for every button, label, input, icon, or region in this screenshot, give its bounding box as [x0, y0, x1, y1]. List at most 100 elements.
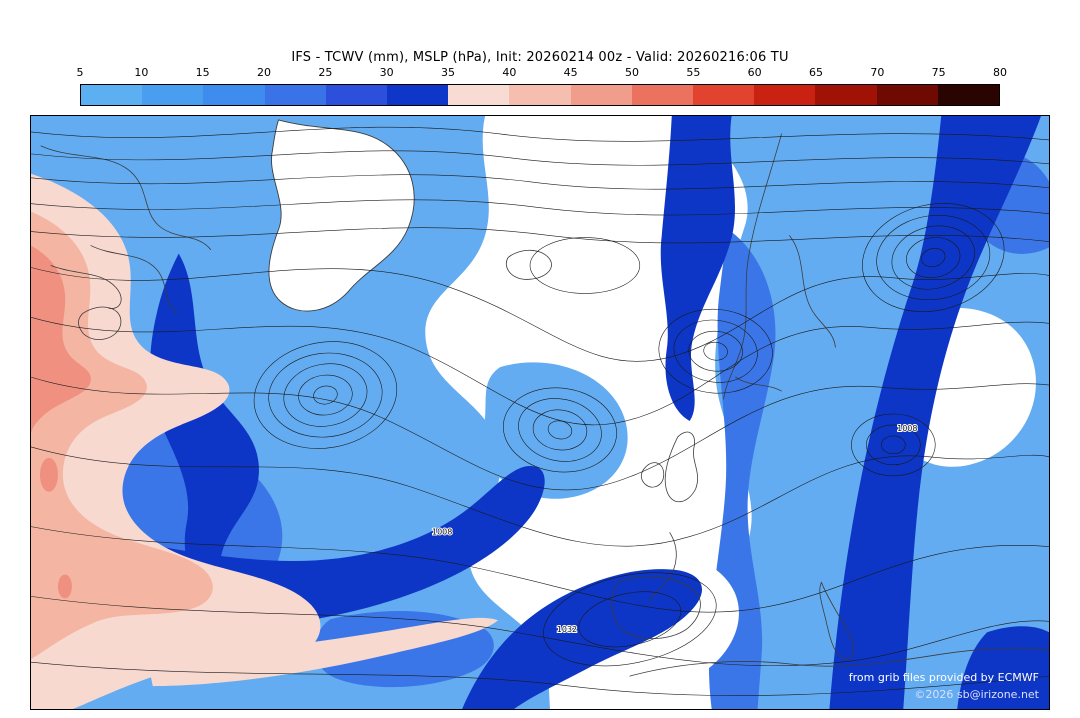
coastline-norway: [723, 133, 782, 400]
low-pressure-rings: [253, 203, 1005, 477]
colorbar-tick: 50: [625, 66, 639, 79]
isobar-ring: [502, 387, 617, 473]
colorbar-tick: 60: [747, 66, 762, 79]
colorbar-tick: 15: [195, 66, 210, 79]
isobar-ring: [703, 341, 728, 361]
colorbar-cell: [693, 85, 755, 105]
weather-map-svg: 1008 1032 1008: [31, 116, 1049, 709]
map-title: IFS - TCWV (mm), MSLP (hPa), Init: 20260…: [291, 50, 789, 65]
colorbar-cell: [509, 85, 571, 105]
isobar-high-ring: [543, 572, 717, 667]
colorbar-tick: 55: [686, 66, 701, 79]
colorbar-cell: [448, 85, 510, 105]
coastline-france: [649, 532, 677, 601]
isobar: [31, 267, 1049, 362]
isobar-labels: 1008 1032 1008: [431, 423, 918, 635]
coastline-newfoundland: [78, 306, 122, 340]
coastlines: [40, 133, 1049, 677]
isobar: [31, 661, 1049, 696]
greenland-landmass: [268, 119, 415, 312]
coastline-arctic-canada: [90, 245, 178, 314]
isobar-ring: [518, 398, 602, 462]
colorbar-tick: 20: [257, 66, 271, 79]
isobar-ring: [906, 237, 961, 278]
colorbar-cell: [815, 85, 877, 105]
isobar-ring: [862, 203, 1005, 312]
colorbar-cell: [81, 85, 143, 105]
colorbar-cell: [264, 85, 326, 105]
isobar-ring: [921, 248, 946, 267]
attribution-source: from grib files provided by ECMWF: [848, 671, 1039, 684]
colorbar-cell: [325, 85, 388, 105]
tcwv-moisture-regions: [31, 116, 1049, 709]
isobar-ring: [851, 413, 936, 477]
colorbar-tick: 45: [563, 66, 578, 79]
isobar: [31, 596, 1049, 667]
colorbar-tick: 35: [441, 66, 455, 79]
isobar: [31, 227, 1049, 244]
coastline-iberia: [611, 576, 701, 640]
colorbar-ticks: 5 10 15 20 25 30 35 40 45 50 55 60 65 70 75 80: [76, 66, 1008, 80]
colorbar-tick: 80: [993, 66, 1007, 79]
isobar: [31, 376, 1049, 491]
isobar: [31, 126, 1049, 142]
isobar-ring: [268, 352, 383, 438]
colorbar-tick: 75: [931, 66, 946, 79]
isobar-ring: [313, 385, 338, 405]
colorbar-tick: 70: [870, 66, 885, 79]
isobar: [31, 526, 1049, 613]
pressure-label: 1008: [432, 528, 452, 537]
isobar-ring: [881, 435, 906, 455]
coastline-britain: [664, 431, 699, 503]
map-area: 1008 1032 1008 from grib files provided by…: [30, 115, 1050, 710]
tcwv-band-greenland-front: [150, 253, 259, 593]
isobar-ring: [532, 409, 588, 451]
tcwv-streak-subtropical: [148, 617, 499, 687]
isobar: [31, 317, 1049, 426]
coastline-ireland: [640, 462, 665, 488]
colorbar-cell: [387, 85, 449, 105]
isobar-ring: [298, 374, 353, 416]
colorbar-cell: [570, 85, 632, 105]
isobar-ring: [658, 308, 773, 394]
tcwv-spot-warm: [39, 457, 58, 492]
mslp-isobars: [31, 126, 1049, 696]
tcwv-region-subtropical-core: [31, 245, 91, 433]
isobar-ring: [673, 319, 758, 383]
isobar-ring: [891, 225, 975, 290]
tcwv-region-subtropical-salmon: [31, 211, 213, 660]
isobar-ring: [253, 341, 398, 449]
coastline-baltic: [789, 235, 836, 348]
isobar: [31, 150, 1049, 166]
colorbar-cell: [754, 85, 816, 105]
attribution-copyright: ©2026 sb@irizone.net: [914, 688, 1039, 701]
isobar-ring: [688, 330, 743, 372]
colorbar-cell: [876, 85, 938, 105]
pressure-label: 1008: [897, 424, 917, 433]
isobar: [31, 199, 1049, 216]
colorbar-tick: 30: [379, 66, 394, 79]
isobar-ring: [283, 363, 368, 427]
isobar: [31, 174, 1049, 190]
colorbar-tick: 40: [502, 66, 517, 79]
colorbar-tick: 10: [134, 66, 149, 79]
tcwv-spot-warm: [57, 574, 72, 599]
isobar: [31, 446, 1049, 547]
tcwv-band-southeast-corner: [957, 626, 1049, 709]
coastline-iceland: [505, 249, 552, 280]
colorbar-tick: 65: [809, 66, 823, 79]
attribution: from grib files provided by ECMWF ©2026 …: [849, 669, 1039, 703]
coastline-denmark: [735, 376, 782, 392]
isobar-ridge-ring: [529, 237, 641, 294]
colorbar: [80, 84, 1000, 106]
isobar-ring: [876, 214, 991, 301]
colorbar-cell: [203, 85, 265, 105]
tcwv-band-biscay-front: [462, 569, 702, 709]
isobar-high-ring: [578, 591, 682, 648]
coastline-labrador: [50, 265, 122, 309]
colorbar-cell: [937, 85, 1000, 105]
colorbar-cell: [631, 85, 694, 105]
isobar-ring: [547, 420, 573, 440]
colorbar-tick: 5: [76, 66, 84, 79]
colorbar-cell: [142, 85, 204, 105]
